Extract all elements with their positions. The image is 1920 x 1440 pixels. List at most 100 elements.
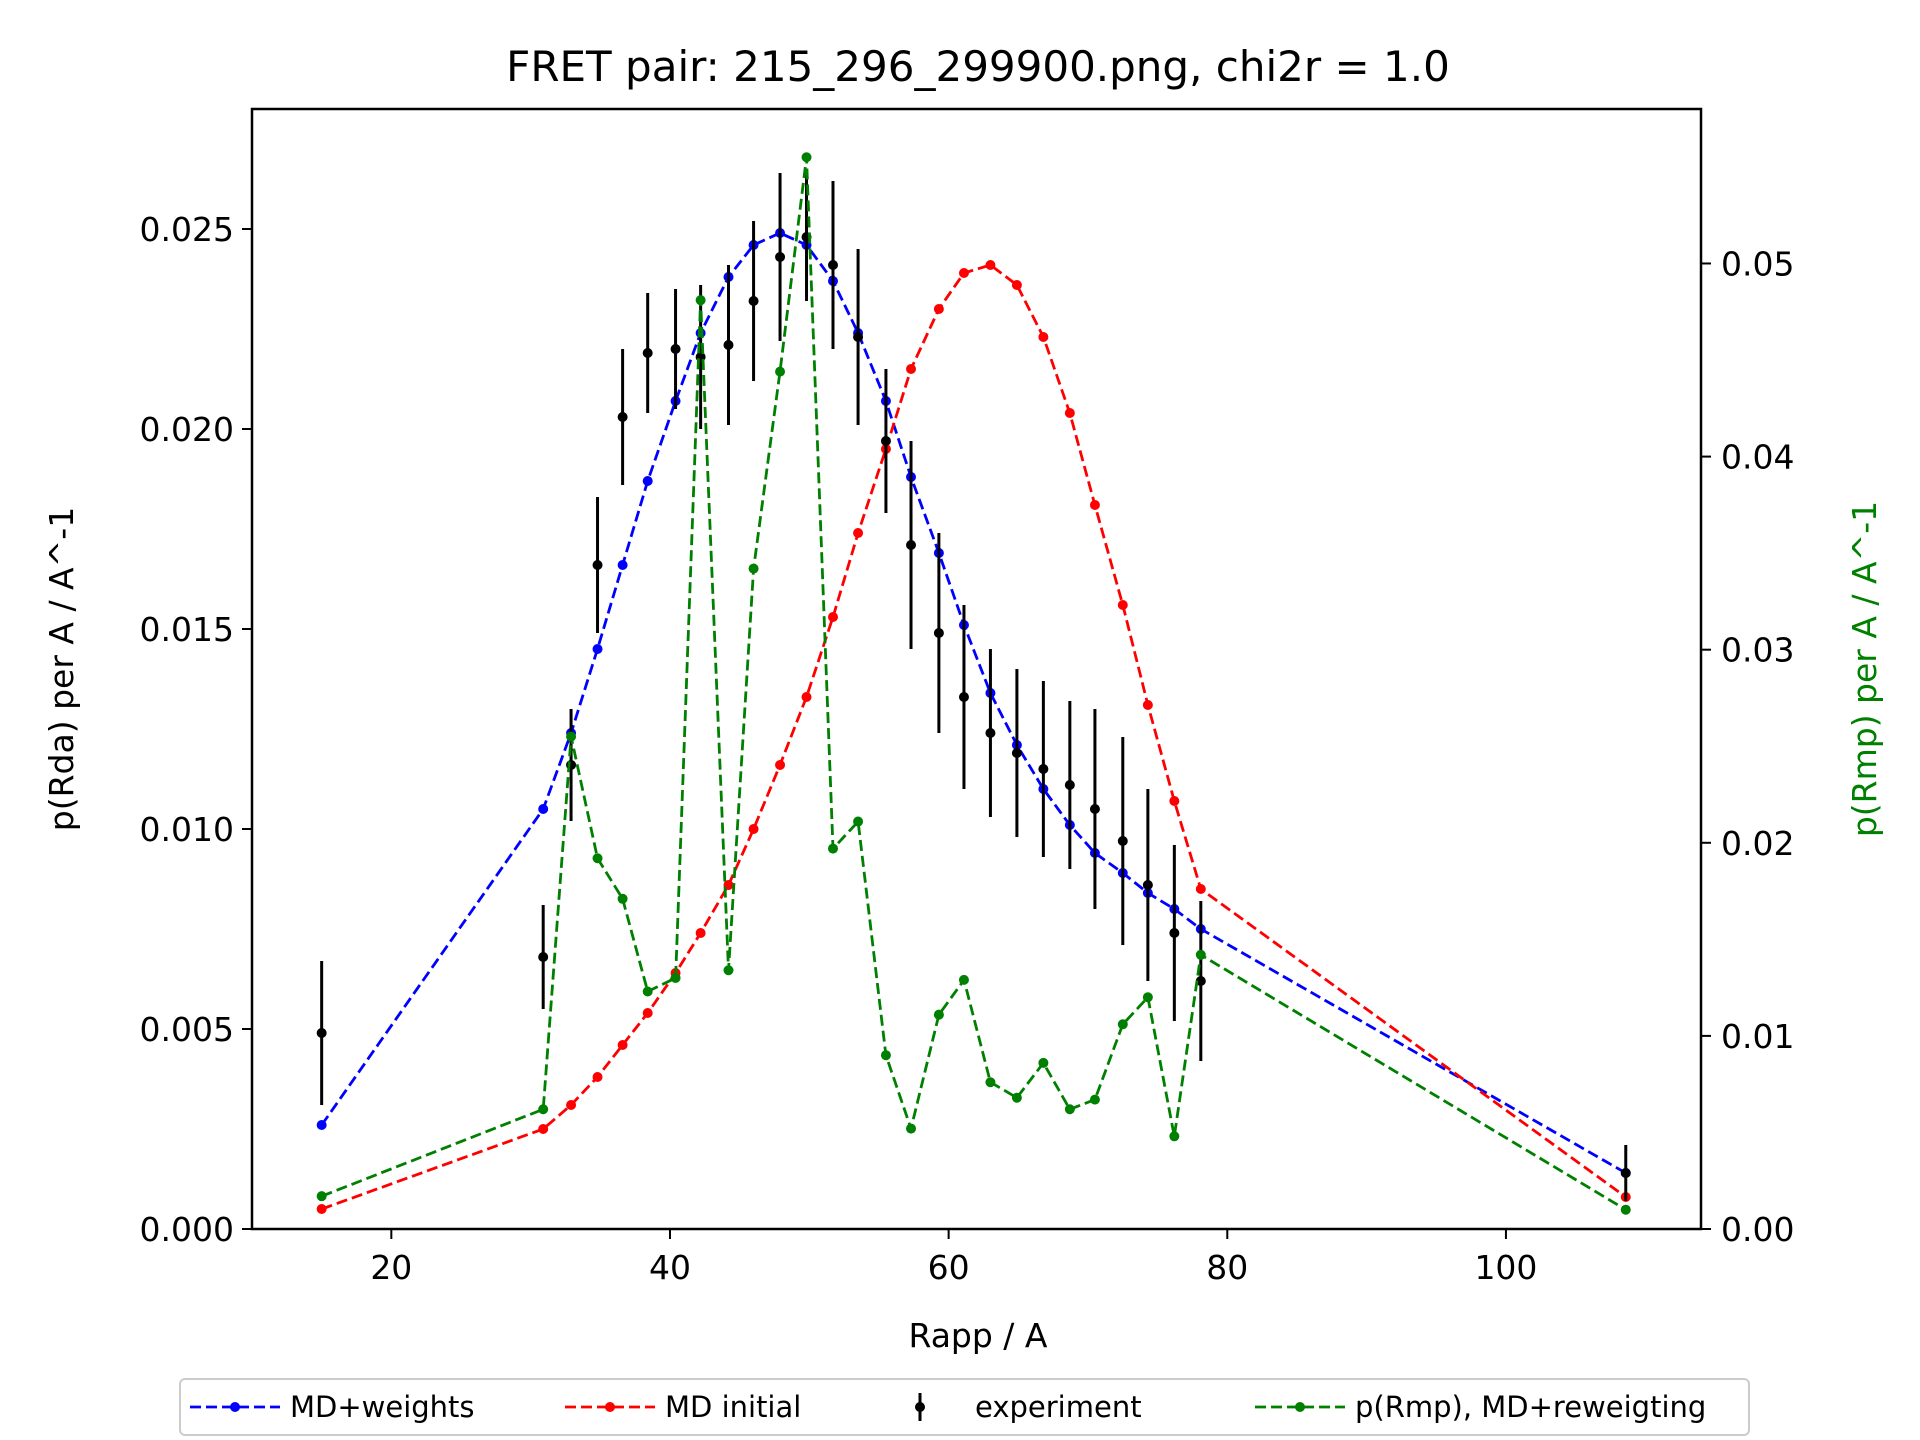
data-point (1169, 928, 1180, 938)
data-point (933, 628, 944, 638)
y-tick-label: 0.000 (140, 1210, 234, 1249)
data-point (1089, 500, 1100, 510)
data-point (1142, 880, 1153, 890)
data-point (801, 152, 812, 163)
data-point (1195, 976, 1206, 986)
series-line (321, 263, 1627, 1211)
legend-label: experiment (975, 1390, 1142, 1424)
chart-title: FRET pair: 215_296_299900.png, chi2r = 1… (506, 42, 1450, 91)
data-point (1011, 1092, 1022, 1103)
y-axis-right: 0.00 0.01 0.02 0.03 0.04 0.05 (1701, 244, 1794, 1249)
y-right-tick-label: 0.03 (1721, 631, 1794, 670)
data-point (801, 692, 812, 702)
y-axis-title: p(Rda) per A / A^-1 (42, 507, 81, 831)
y-tick-label: 0.010 (140, 810, 234, 849)
data-point (316, 1204, 327, 1214)
data-point (827, 260, 838, 270)
data-point (775, 760, 786, 770)
data-point (775, 252, 786, 262)
y-right-tick-label: 0.01 (1721, 1017, 1794, 1056)
data-point (775, 366, 786, 377)
data-point (1142, 992, 1153, 1003)
data-point (906, 1123, 917, 1134)
data-point (1038, 764, 1049, 774)
data-point (1117, 600, 1128, 610)
data-point (1064, 1104, 1075, 1115)
data-point (1011, 280, 1022, 290)
data-point (642, 476, 653, 486)
data-point (538, 804, 549, 814)
data-point (1064, 408, 1075, 418)
data-point (933, 304, 944, 314)
data-point (538, 1104, 549, 1115)
data-point (1064, 780, 1075, 790)
x-tick-label: 40 (649, 1248, 691, 1287)
data-point (1195, 884, 1206, 894)
data-point (1169, 1131, 1180, 1142)
series-md-initial (316, 260, 1631, 1214)
data-point (1195, 949, 1206, 960)
y-tick-label: 0.005 (140, 1010, 234, 1049)
data-point (958, 692, 969, 702)
x-tick-label: 80 (1206, 1248, 1248, 1287)
series-p-rmp-md-reweigting (316, 152, 1631, 1215)
legend-marker-point (1295, 1402, 1305, 1412)
data-point (538, 952, 549, 962)
data-point (566, 731, 577, 742)
x-tick-label: 20 (370, 1248, 412, 1287)
data-point (1089, 804, 1100, 814)
data-point (985, 1077, 996, 1088)
legend-label: MD initial (665, 1390, 801, 1424)
data-point (316, 1028, 327, 1038)
x-tick-label: 100 (1474, 1248, 1537, 1287)
data-point (617, 1040, 628, 1050)
data-point (1011, 748, 1022, 758)
data-point (827, 612, 838, 622)
legend-marker-point (605, 1402, 615, 1412)
series-experiment (316, 173, 1631, 1201)
data-point (723, 340, 734, 350)
data-point (316, 1120, 327, 1130)
data-point (695, 928, 706, 938)
legend-item-p-rmp-md-reweigting: p(Rmp), MD+reweigting (1255, 1390, 1706, 1424)
data-point (1117, 1019, 1128, 1030)
legend-box (179, 1378, 1750, 1436)
y-tick-label: 0.020 (140, 410, 234, 449)
data-point (642, 1008, 653, 1018)
data-point (592, 853, 603, 864)
data-point (723, 965, 734, 976)
data-point (906, 540, 917, 550)
series-line (320, 231, 1627, 1175)
y-right-tick-label: 0.02 (1721, 824, 1794, 863)
data-point (1038, 1057, 1049, 1068)
data-point (748, 563, 759, 574)
data-point (316, 1191, 327, 1202)
y-right-tick-label: 0.00 (1721, 1210, 1794, 1249)
data-point (592, 1072, 603, 1082)
x-axis: 20 40 60 80 100 (370, 1229, 1537, 1287)
y-tick-label: 0.025 (140, 210, 234, 249)
y-axis-left: 0.000 0.005 0.010 0.015 0.020 0.025 (140, 210, 252, 1249)
legend: MD+weights MD initial experiment p(Rmp), MD… (179, 1378, 1750, 1436)
data-point (1620, 1204, 1631, 1215)
legend-item-md-weights: MD+weights (190, 1390, 475, 1424)
y-right-tick-label: 0.04 (1721, 438, 1794, 477)
x-tick-label: 60 (928, 1248, 970, 1287)
y-axis-right-title: p(Rmp) per A / A^-1 (1845, 501, 1884, 837)
data-point (1038, 332, 1049, 342)
data-point (853, 816, 864, 827)
legend-marker-point (915, 1402, 925, 1412)
data-point (617, 893, 628, 904)
data-point (592, 644, 603, 654)
data-point (566, 1100, 577, 1110)
data-point (617, 560, 628, 570)
data-point (642, 986, 653, 997)
plot-series (316, 152, 1631, 1215)
data-point (827, 843, 838, 854)
data-point (617, 412, 628, 422)
data-point (933, 1009, 944, 1020)
legend-label: MD+weights (290, 1390, 475, 1424)
data-point (880, 1050, 891, 1061)
